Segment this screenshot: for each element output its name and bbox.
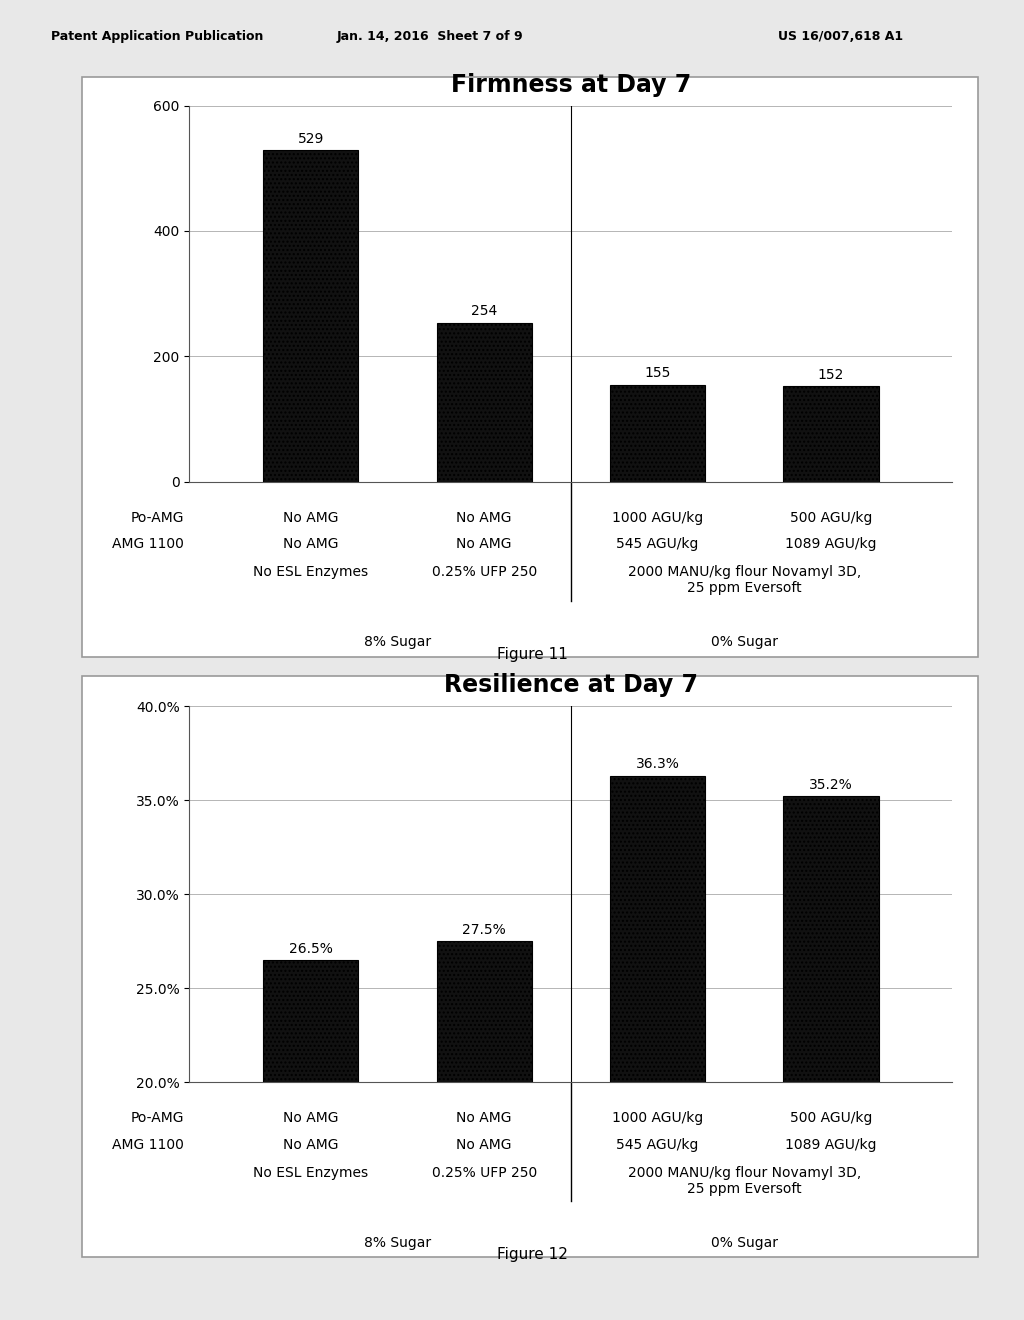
Text: No AMG: No AMG: [283, 511, 339, 525]
Text: 0% Sugar: 0% Sugar: [711, 635, 778, 649]
Bar: [263, 150, 358, 482]
Text: 2000 MANU/kg flour Novamyl 3D,
25 ppm Eversoft: 2000 MANU/kg flour Novamyl 3D, 25 ppm Ev…: [628, 565, 861, 595]
Text: Figure 12: Figure 12: [497, 1247, 568, 1262]
Text: 1000 AGU/kg: 1000 AGU/kg: [612, 1111, 703, 1126]
Text: Patent Application Publication: Patent Application Publication: [51, 30, 263, 44]
Bar: [610, 384, 706, 482]
Text: 545 AGU/kg: 545 AGU/kg: [616, 537, 698, 552]
Text: 152: 152: [818, 368, 844, 381]
Text: No AMG: No AMG: [283, 537, 339, 552]
Text: AMG 1100: AMG 1100: [113, 1138, 184, 1152]
Text: Figure 11: Figure 11: [497, 647, 568, 661]
Text: 27.5%: 27.5%: [462, 923, 506, 937]
Text: 26.5%: 26.5%: [289, 941, 333, 956]
Text: No AMG: No AMG: [457, 1111, 512, 1126]
Text: 8% Sugar: 8% Sugar: [364, 1236, 431, 1250]
Text: 1089 AGU/kg: 1089 AGU/kg: [785, 1138, 877, 1152]
Text: No AMG: No AMG: [283, 1111, 339, 1126]
Text: US 16/007,618 A1: US 16/007,618 A1: [778, 30, 903, 44]
Text: 2000 MANU/kg flour Novamyl 3D,
25 ppm Eversoft: 2000 MANU/kg flour Novamyl 3D, 25 ppm Ev…: [628, 1166, 861, 1196]
Text: 1000 AGU/kg: 1000 AGU/kg: [612, 511, 703, 525]
Title: Firmness at Day 7: Firmness at Day 7: [451, 73, 691, 96]
Text: 0.25% UFP 250: 0.25% UFP 250: [431, 1166, 537, 1180]
Bar: [263, 960, 358, 1320]
Text: No ESL Enzymes: No ESL Enzymes: [253, 1166, 369, 1180]
Text: No AMG: No AMG: [457, 511, 512, 525]
Text: Po-AMG: Po-AMG: [131, 1111, 184, 1126]
Text: No AMG: No AMG: [457, 537, 512, 552]
Text: 1089 AGU/kg: 1089 AGU/kg: [785, 537, 877, 552]
Text: 500 AGU/kg: 500 AGU/kg: [790, 1111, 872, 1126]
Text: AMG 1100: AMG 1100: [113, 537, 184, 552]
Text: Jan. 14, 2016  Sheet 7 of 9: Jan. 14, 2016 Sheet 7 of 9: [337, 30, 523, 44]
Bar: [436, 322, 531, 482]
Text: 529: 529: [298, 132, 324, 145]
Text: 0.25% UFP 250: 0.25% UFP 250: [431, 565, 537, 579]
Title: Resilience at Day 7: Resilience at Day 7: [443, 673, 698, 697]
Bar: [436, 941, 531, 1320]
Bar: [783, 387, 879, 482]
Text: 35.2%: 35.2%: [809, 777, 853, 792]
Text: 0% Sugar: 0% Sugar: [711, 1236, 778, 1250]
Text: 545 AGU/kg: 545 AGU/kg: [616, 1138, 698, 1152]
Text: 254: 254: [471, 304, 498, 318]
Text: 155: 155: [644, 366, 671, 380]
Text: No AMG: No AMG: [283, 1138, 339, 1152]
Bar: [783, 796, 879, 1320]
Bar: [610, 776, 706, 1320]
Text: 8% Sugar: 8% Sugar: [364, 635, 431, 649]
Text: 36.3%: 36.3%: [636, 758, 680, 771]
Text: 500 AGU/kg: 500 AGU/kg: [790, 511, 872, 525]
Text: Po-AMG: Po-AMG: [131, 511, 184, 525]
Text: No ESL Enzymes: No ESL Enzymes: [253, 565, 369, 579]
Text: No AMG: No AMG: [457, 1138, 512, 1152]
